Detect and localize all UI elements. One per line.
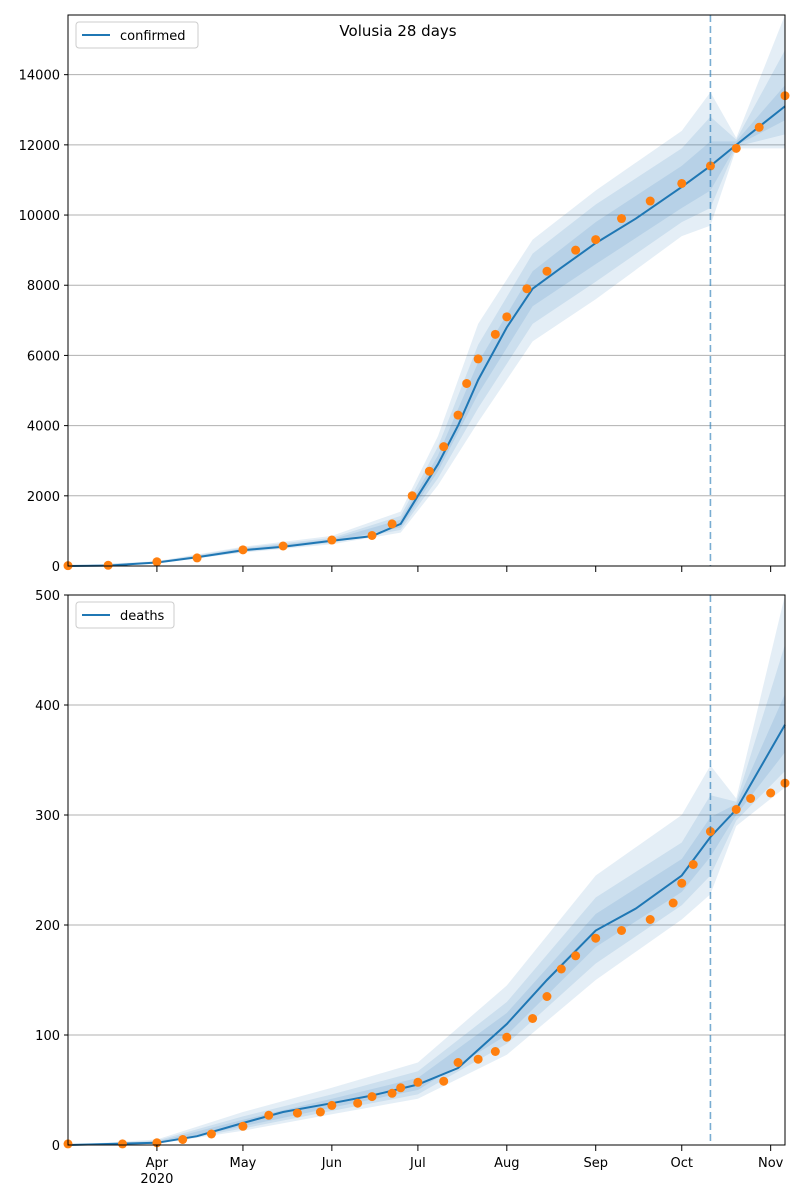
observed-point [264,1110,274,1120]
observed-point [367,1092,377,1102]
observed-point [453,410,463,420]
observed-point [462,379,472,389]
observed-point [746,794,756,803]
observed-point [407,491,417,501]
y-tick-label: 8000 [27,279,60,294]
observed-point [206,1129,216,1139]
observed-point [473,354,483,364]
observed-point [192,553,202,563]
model-line-confirmed [67,105,786,567]
observed-point [238,545,248,555]
observed-point [668,898,678,908]
observed-point [731,805,741,814]
observed-point [103,560,113,570]
observed-point [556,964,566,974]
legend-box [75,601,175,629]
observed-point [677,178,687,188]
x-tick-label: Sep [583,1156,608,1171]
model-line-deaths [67,724,786,1146]
legend-deaths: deaths [75,601,175,629]
observed-point [490,329,500,339]
observed-point [528,1014,538,1023]
confidence-band [68,50,785,567]
y-tick-label: 14000 [19,69,60,84]
x-tick-label: May [230,1156,257,1171]
observed-point [367,530,377,540]
legend-label: confirmed [120,29,186,44]
x-tick-label: Oct [671,1156,693,1171]
observed-point [766,788,776,798]
observed-point [571,245,581,255]
confidence-band [68,595,785,1145]
observed-point [591,933,601,943]
observed-point [178,1135,188,1144]
observed-point [542,992,552,1001]
y-tick-label: 0 [52,1139,60,1154]
x-year-label: 2020 [140,1172,173,1187]
observed-point [490,1047,500,1056]
observed-point [677,878,687,888]
observed-point [238,1121,248,1131]
observed-point [542,266,552,276]
x-tick-label: Nov [758,1156,784,1171]
y-tick-label: 12000 [19,139,60,154]
observed-point [327,535,337,545]
observed-point [152,557,162,567]
panel-deaths: 0 100 200 300 400 500 Apr May Jun Jul Aug Sep Oct Nov… [35,589,790,1187]
y-tick-label: 0 [52,560,60,575]
confidence-band [68,644,785,1145]
legend-label: deaths [120,609,165,624]
observed-point [591,235,601,245]
observed-point [387,519,397,529]
observed-point [439,442,449,452]
observed-point [754,122,764,132]
observed-point [424,466,434,476]
observed-point [473,1054,483,1064]
observed-point [439,1076,449,1086]
legend-confirmed: confirmed [75,21,199,49]
observed-point [731,143,741,153]
observed-point [353,1098,363,1108]
axes-frame [67,14,786,567]
axes-frame [67,594,786,1146]
x-tick-label: Aug [494,1156,519,1171]
y-tick-label: 4000 [27,420,60,435]
y-tick-label: 200 [35,919,60,934]
observed-point [705,161,715,171]
y-tick-label: 500 [35,589,60,604]
observed-point [617,214,627,224]
y-tick-label: 2000 [27,490,60,505]
observed-point [502,312,512,322]
observed-point [571,951,581,961]
x-tick-label: Jun [321,1156,342,1171]
observed-point [617,926,627,935]
observed-point [502,1032,512,1042]
observed-point [387,1088,397,1098]
observed-point [645,196,655,206]
panel-confirmed: 0 2000 4000 6000 8000 10000 12000 14000 confirme… [19,14,790,575]
observed-point [396,1083,406,1093]
x-tick-label: Jul [409,1156,426,1171]
y-tick-label: 400 [35,699,60,714]
chart-title: Volusia 28 days [339,22,456,40]
observed-point [688,860,698,869]
observed-point [315,1107,325,1117]
y-tick-label: 100 [35,1029,60,1044]
x-tick-label: Apr [146,1156,169,1171]
observed-point [453,1058,463,1067]
observed-point [327,1100,337,1110]
y-tick-label: 10000 [19,209,60,224]
observed-point [522,284,532,294]
observed-point [278,541,288,551]
y-tick-label: 6000 [27,349,60,364]
observed-point [413,1077,423,1087]
observed-point [292,1108,302,1118]
observed-point [645,915,655,924]
observed-point [117,1139,127,1149]
legend-box [75,21,199,49]
y-tick-label: 300 [35,809,60,824]
